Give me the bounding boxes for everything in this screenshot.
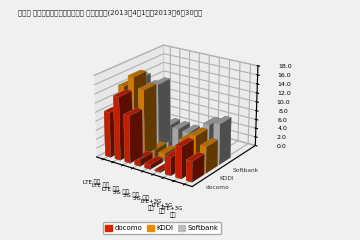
Legend: docomo, KDDI, Softbank: docomo, KDDI, Softbank (103, 222, 221, 234)
Text: 地域別 キャリア平均スループット エリア比較(2013年4月1日～2013年6月30日）: 地域別 キャリア平均スループット エリア比較(2013年4月1日～2013年6月… (18, 10, 202, 16)
